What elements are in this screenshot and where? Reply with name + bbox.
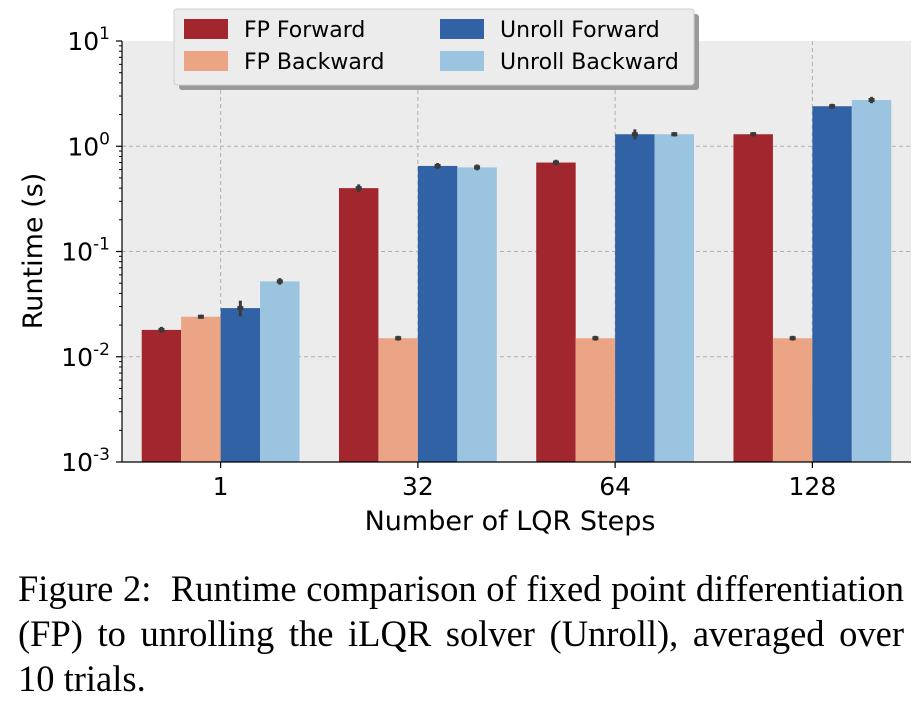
bar <box>812 106 852 463</box>
bar <box>615 134 655 463</box>
y-tick-base: 10 <box>67 132 99 161</box>
bar <box>141 329 182 462</box>
error-bar-cap <box>395 336 402 341</box>
error-bar-cap <box>434 163 441 168</box>
legend-swatch <box>184 19 228 39</box>
error-bar-cap <box>631 132 638 137</box>
bar <box>851 100 892 463</box>
legend-label: Unroll Backward <box>500 50 679 75</box>
y-tick-base: 10 <box>61 448 93 477</box>
error-bar-cap <box>355 186 362 191</box>
error-bar-cap <box>474 165 481 170</box>
x-tick-label: 64 <box>599 472 631 501</box>
y-axis-title: Runtime (s) <box>18 173 49 330</box>
y-tick-label: 101 <box>67 24 110 56</box>
error-bar-cap <box>789 336 796 341</box>
x-axis-title: Number of LQR Steps <box>365 506 656 537</box>
y-tick-exponent: -2 <box>93 340 110 360</box>
bar <box>772 338 813 462</box>
y-tick-exponent: 0 <box>99 129 110 149</box>
x-tick-label: 32 <box>402 472 434 501</box>
error-bar-cap <box>197 314 204 319</box>
y-tick-label: 10-3 <box>61 445 110 477</box>
bar <box>575 338 616 462</box>
y-tick-exponent: -3 <box>93 445 110 465</box>
bar <box>733 134 773 463</box>
bar <box>220 308 261 462</box>
y-tick-label: 100 <box>67 129 110 161</box>
legend-box <box>173 8 695 86</box>
y-tick-label: 10-2 <box>61 340 110 372</box>
caption-label: Figure 2: <box>18 568 152 609</box>
y-tick-base: 10 <box>61 238 93 267</box>
error-bar-cap <box>829 104 836 109</box>
error-bar-cap <box>868 98 875 103</box>
legend-swatch <box>440 19 484 39</box>
caption-text: Runtime comparison of fixed point differ… <box>18 568 904 699</box>
bar <box>181 316 221 462</box>
y-tick-base: 10 <box>67 27 99 56</box>
legend-label: FP Forward <box>244 18 365 43</box>
x-tick-label: 128 <box>789 472 837 501</box>
error-bar-cap <box>237 306 244 311</box>
error-bar-cap <box>276 279 283 284</box>
error-bar-cap <box>592 336 599 341</box>
y-tick-base: 10 <box>61 343 93 372</box>
legend-label: Unroll Forward <box>500 18 660 43</box>
legend-swatch <box>440 51 484 71</box>
legend: FP Forward FP Backward Unroll Forward Unrol… <box>173 8 699 90</box>
bar <box>457 167 497 463</box>
legend-label: FP Backward <box>244 50 384 75</box>
bar <box>338 188 379 462</box>
error-bar-cap <box>552 160 559 165</box>
x-tick-label: 1 <box>213 472 229 501</box>
bars <box>141 100 892 463</box>
error-bar-cap <box>671 132 678 137</box>
bar <box>417 165 458 463</box>
bar <box>654 134 695 463</box>
legend-swatch <box>184 51 228 71</box>
y-tick-exponent: 1 <box>99 24 110 44</box>
bar <box>536 162 576 462</box>
bar <box>378 338 418 462</box>
error-bars <box>158 96 875 341</box>
figure-caption: Figure 2: Runtime comparison of fixed po… <box>18 566 904 701</box>
x-axis-ticks: 1 32 64 128 <box>213 462 837 501</box>
error-bar-cap <box>750 132 757 137</box>
y-tick-label: 10-1 <box>61 235 110 267</box>
error-bar-cap <box>158 327 165 332</box>
legend-items: FP Forward FP Backward Unroll Forward Unrol… <box>184 18 679 75</box>
bar <box>260 281 300 462</box>
y-tick-exponent: -1 <box>93 235 110 255</box>
